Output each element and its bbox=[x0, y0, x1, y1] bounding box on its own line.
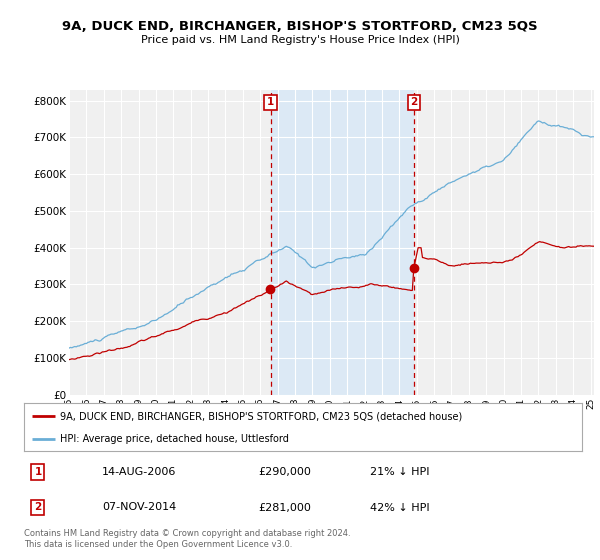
Text: 9A, DUCK END, BIRCHANGER, BISHOP'S STORTFORD, CM23 5QS: 9A, DUCK END, BIRCHANGER, BISHOP'S STORT… bbox=[62, 20, 538, 32]
Text: Contains HM Land Registry data © Crown copyright and database right 2024.
This d: Contains HM Land Registry data © Crown c… bbox=[24, 529, 350, 549]
Text: HPI: Average price, detached house, Uttlesford: HPI: Average price, detached house, Uttl… bbox=[60, 434, 289, 444]
Text: 9A, DUCK END, BIRCHANGER, BISHOP'S STORTFORD, CM23 5QS (detached house): 9A, DUCK END, BIRCHANGER, BISHOP'S STORT… bbox=[60, 411, 463, 421]
Text: 07-NOV-2014: 07-NOV-2014 bbox=[102, 502, 176, 512]
Text: 14-AUG-2006: 14-AUG-2006 bbox=[102, 467, 176, 477]
Text: 42% ↓ HPI: 42% ↓ HPI bbox=[370, 502, 430, 512]
Text: 21% ↓ HPI: 21% ↓ HPI bbox=[370, 467, 430, 477]
Text: 1: 1 bbox=[34, 467, 41, 477]
Text: 2: 2 bbox=[34, 502, 41, 512]
Bar bbox=[271, 90, 414, 395]
Text: £281,000: £281,000 bbox=[259, 502, 311, 512]
Text: Price paid vs. HM Land Registry's House Price Index (HPI): Price paid vs. HM Land Registry's House … bbox=[140, 35, 460, 45]
Text: £290,000: £290,000 bbox=[259, 467, 311, 477]
Text: 1: 1 bbox=[267, 97, 274, 107]
Text: 2: 2 bbox=[410, 97, 418, 107]
